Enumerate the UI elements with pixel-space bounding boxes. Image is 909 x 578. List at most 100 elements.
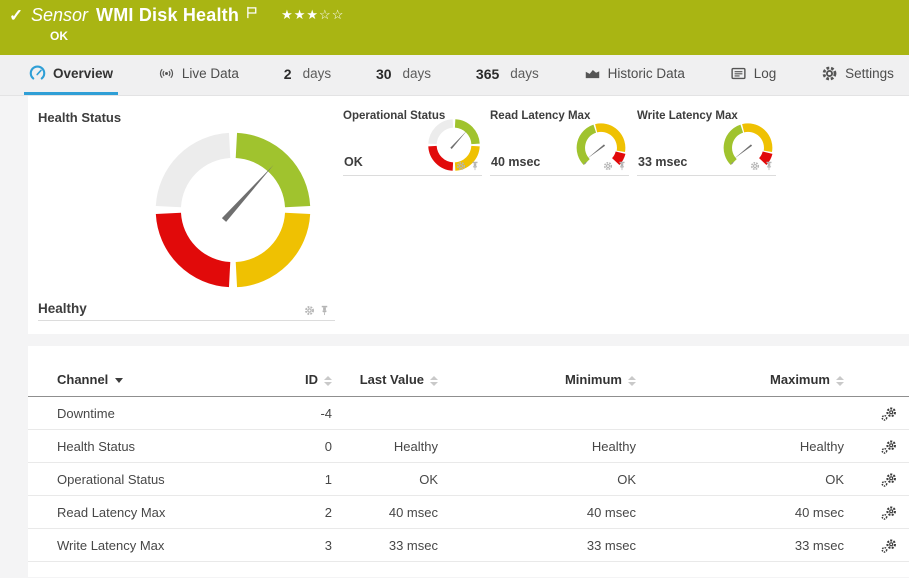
gauges-panel: Health Status Healthy Operational Status… [28,96,909,334]
cell-minimum: Healthy [438,429,636,463]
cell-channel: Downtime [28,396,282,430]
channel-settings-icon[interactable] [881,539,897,553]
pin-icon[interactable] [470,161,480,171]
column-header-channel[interactable]: Channel [28,372,282,397]
sensor-title: WMI Disk Health [96,5,240,25]
cell-minimum: OK [438,462,636,496]
tab-number: 2 [283,65,292,82]
stars-filled[interactable]: ★★★ [281,7,320,22]
cell-channel: Write Latency Max [28,528,282,562]
channel-settings-icon[interactable] [881,440,897,454]
column-header-minimum[interactable]: Minimum [438,372,636,397]
cell-id: 1 [282,462,332,496]
column-header-maximum[interactable]: Maximum [636,372,844,397]
gear-icon[interactable] [304,305,315,316]
tab-label: Live Data [181,66,239,81]
column-header-tools [844,372,909,397]
cell-last-value: 33 msec [332,528,438,562]
tab-365-days[interactable]: 365 days [471,55,544,95]
pin-icon[interactable] [617,161,627,171]
cell-minimum: 40 msec [438,495,636,529]
table-row[interactable]: Operational Status 1 OK OK OK [28,462,909,496]
status-check-icon: ✓ [9,6,24,25]
table-row[interactable]: Read Latency Max 2 40 msec 40 msec 40 ms… [28,495,909,529]
tab-label: Historic Data [607,66,685,81]
tab-live-data[interactable]: Live Data [153,55,244,95]
sensor-kind-label: Sensor [31,5,89,25]
tab-overview[interactable]: Overview [24,55,119,95]
cell-maximum: 33 msec [636,528,844,562]
cell-id: -4 [282,396,332,430]
tab-unit: days [302,66,332,81]
gauge-title: Operational Status [343,110,446,122]
table-row[interactable]: Health Status 0 Healthy Healthy Healthy [28,429,909,463]
tab-number: 30 [375,65,392,82]
cell-last-value: Healthy [332,429,438,463]
pin-icon[interactable] [319,305,330,316]
channels-table-panel: Channel ID Last Value Minimum Maximum [28,346,909,577]
gear-icon[interactable] [750,161,760,171]
sort-descending-icon [115,378,124,384]
gauge-title: Write Latency Max [637,110,738,122]
cell-minimum [438,396,636,430]
column-label: Last Value [359,372,424,387]
cell-id: 2 [282,495,332,529]
cell-maximum: OK [636,462,844,496]
health-status-gauge [149,126,317,294]
column-label: Maximum [770,372,830,387]
cell-maximum: Healthy [636,429,844,463]
tab-label: Overview [53,66,114,81]
cell-last-value [332,396,438,430]
historic-chart-icon [584,65,601,82]
gauge-tile-operational-status: Operational Status OK [343,96,482,176]
tab-log[interactable]: Log [725,55,782,95]
gear-icon[interactable] [603,161,613,171]
channel-settings-icon[interactable] [881,407,897,421]
tab-30-days[interactable]: 30 days [371,55,436,95]
sensor-header: ✓ Sensor WMI Disk Health ★★★☆☆ OK [0,0,909,55]
column-label: ID [305,372,318,387]
priority-flag-icon[interactable] [246,6,259,19]
stars-empty[interactable]: ☆☆ [319,7,345,22]
table-header-row: Channel ID Last Value Minimum Maximum [28,372,909,397]
pin-icon[interactable] [764,161,774,171]
gauge-tile-write-latency: Write Latency Max 33 msec [637,96,776,176]
broadcast-icon [158,65,175,82]
gauge-tile-health-status: Health Status Healthy [38,96,335,321]
priority-stars[interactable]: ★★★☆☆ [281,7,344,23]
table-row[interactable]: Write Latency Max 3 33 msec 33 msec 33 m… [28,528,909,562]
gauge-icon [29,65,46,82]
channel-settings-icon[interactable] [881,473,897,487]
sort-icon [836,375,844,386]
tab-historic-data[interactable]: Historic Data [579,55,690,95]
tab-settings[interactable]: Settings [816,55,899,95]
cell-channel: Operational Status [28,462,282,496]
gauge-tile-read-latency: Read Latency Max 40 msec [490,96,629,176]
column-header-last-value[interactable]: Last Value [332,372,438,397]
gear-icon [821,65,838,82]
tab-unit: days [510,66,539,81]
tab-unit: days [402,66,432,81]
channel-settings-icon[interactable] [881,506,897,520]
sensor-status-badge: OK [50,29,68,43]
cell-minimum: 33 msec [438,528,636,562]
cell-id: 3 [282,528,332,562]
cell-maximum: 40 msec [636,495,844,529]
log-icon [730,65,747,82]
column-label: Minimum [564,372,622,387]
cell-channel: Health Status [28,429,282,463]
gauge-title: Health Status [38,110,122,125]
tab-label: Settings [845,66,894,81]
cell-last-value: 40 msec [332,495,438,529]
gauge-title: Read Latency Max [490,110,591,122]
cell-id: 0 [282,429,332,463]
sort-icon [324,375,332,386]
column-header-id[interactable]: ID [282,372,332,397]
tab-2-days[interactable]: 2 days [279,55,336,95]
tab-number: 365 [475,65,500,82]
cell-channel: Read Latency Max [28,495,282,529]
gear-icon[interactable] [456,161,466,171]
column-label: Channel [57,372,109,387]
table-row[interactable]: Downtime -4 [28,396,909,430]
gauge-value: 33 msec [638,155,688,169]
